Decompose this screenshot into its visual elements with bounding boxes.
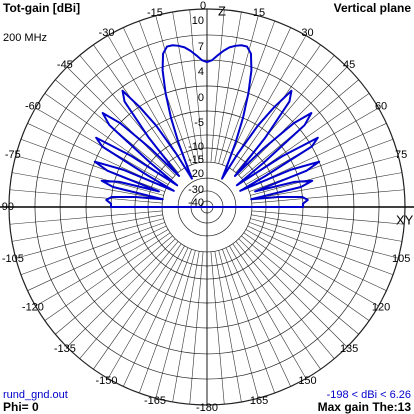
angle-tick-label: 165	[250, 395, 268, 407]
spoke	[55, 235, 173, 335]
spoke	[9, 210, 163, 225]
spoke	[218, 15, 259, 164]
spoke	[9, 189, 163, 204]
spoke	[189, 9, 204, 163]
angle-tick-label: -180	[196, 402, 218, 414]
spoke	[107, 245, 185, 379]
spoke	[243, 232, 370, 321]
spoke	[218, 250, 259, 399]
r-tick-label: -15	[188, 154, 204, 166]
angle-tick-label: -60	[25, 100, 41, 112]
spoke	[251, 172, 403, 200]
spoke	[225, 27, 291, 167]
r-tick-label: 7	[198, 41, 204, 53]
file-name: rund_gnd.out	[3, 389, 68, 401]
spoke	[232, 243, 321, 370]
spoke	[238, 66, 348, 176]
spoke	[251, 189, 405, 204]
angle-tick-label: 0	[200, 0, 206, 12]
spoke	[172, 11, 200, 163]
spoke	[93, 243, 182, 370]
spoke	[222, 249, 276, 394]
angle-tick-label: -30	[99, 27, 115, 39]
spoke	[20, 222, 165, 276]
spoke	[66, 66, 176, 176]
angle-tick-label: 15	[253, 7, 265, 19]
spoke	[251, 214, 403, 242]
spoke	[93, 44, 182, 171]
subtitle: Vertical plane	[334, 1, 412, 15]
angle-tick-label: -45	[57, 59, 73, 71]
spoke	[20, 138, 165, 192]
spoke	[249, 222, 394, 276]
r-tick-label: -10	[188, 141, 204, 153]
angle-tick-label: -150	[95, 375, 117, 387]
spoke	[214, 251, 242, 403]
spoke	[229, 245, 307, 379]
range-note: -198 < dBi < 6.26	[327, 389, 411, 401]
spoke	[15, 155, 164, 196]
spoke	[225, 247, 291, 387]
angle-tick-label: 60	[375, 100, 387, 112]
r-tick-label: -30	[188, 184, 204, 196]
spoke	[172, 251, 200, 403]
spoke	[79, 241, 179, 359]
spoke	[251, 210, 405, 225]
spoke	[27, 225, 167, 291]
angle-tick-label: 120	[372, 301, 390, 313]
r-tick-label: 0	[198, 92, 204, 104]
spoke	[232, 44, 321, 171]
frequency: 200 MHz	[3, 32, 47, 44]
angle-tick-label: -90	[0, 201, 14, 213]
spoke	[15, 218, 164, 259]
spoke	[245, 229, 379, 307]
spoke	[11, 172, 163, 200]
spoke	[35, 229, 169, 307]
spoke	[123, 27, 189, 167]
r-tick-label: -5	[194, 117, 204, 129]
angle-tick-label: 75	[395, 149, 407, 161]
spoke	[11, 214, 163, 242]
r-tick-label: 4	[198, 66, 204, 78]
angle-tick-label: -165	[144, 395, 166, 407]
angle-tick-label: -135	[54, 343, 76, 355]
spoke	[138, 249, 192, 394]
spoke	[241, 235, 359, 335]
spoke	[250, 155, 399, 196]
angle-tick-label: 150	[298, 375, 316, 387]
spoke	[249, 138, 394, 192]
z-axis-label: Z	[218, 3, 226, 18]
spoke	[155, 250, 196, 399]
angle-tick-label: 135	[340, 343, 358, 355]
angle-tick-label: -75	[5, 149, 21, 161]
r-tick-label: 10	[192, 15, 204, 27]
angle-tick-label: -15	[147, 7, 163, 19]
spoke	[189, 251, 204, 405]
angle-tick-label: 30	[301, 27, 313, 39]
spoke	[214, 11, 242, 163]
max-gain: Max gain The:13	[318, 400, 412, 414]
spoke	[123, 247, 189, 387]
spoke	[235, 241, 335, 359]
spoke	[44, 232, 171, 321]
spoke	[250, 218, 399, 259]
spoke	[155, 15, 196, 164]
spoke	[210, 251, 225, 405]
angle-tick-label: -120	[22, 301, 44, 313]
spoke	[66, 238, 176, 348]
spoke	[210, 9, 225, 163]
angle-tick-label: 105	[392, 253, 410, 265]
pattern-line	[93, 44, 321, 208]
spoke	[247, 225, 387, 291]
angle-tick-label: -105	[2, 253, 24, 265]
spoke	[238, 238, 348, 348]
angle-tick-label: 45	[343, 59, 355, 71]
r-tick-label: -40	[188, 197, 204, 209]
phi-label: Phi= 0	[3, 400, 39, 414]
chart-title: Tot-gain [dBi]	[3, 1, 80, 15]
